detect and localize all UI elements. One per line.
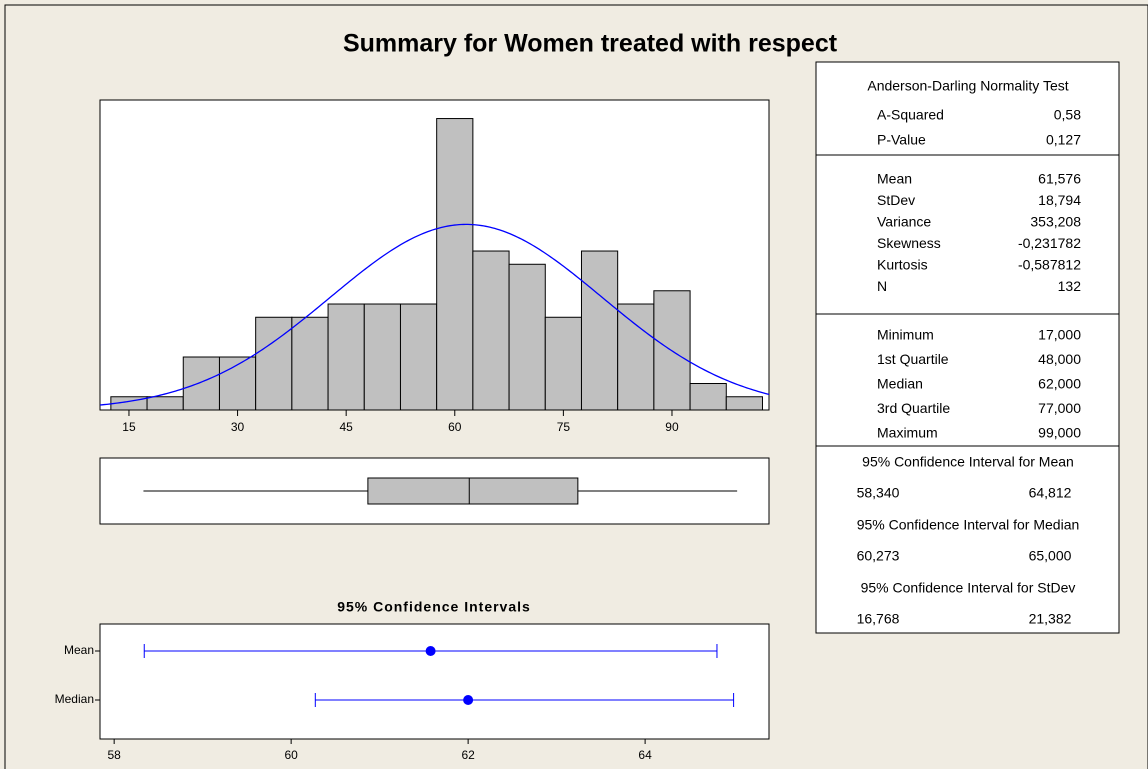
- bar: [291, 316, 329, 411]
- row-value: 99,000: [1038, 425, 1081, 441]
- row-name: Skewness: [877, 235, 941, 251]
- box: [367, 477, 579, 505]
- interval-title: 95% Confidence Intervals: [337, 599, 531, 615]
- bar: [363, 303, 401, 411]
- bar: [689, 383, 727, 411]
- error-bar: [314, 693, 735, 707]
- row-value: 0,58: [1054, 107, 1081, 123]
- row-value: 48,000: [1038, 351, 1081, 367]
- row-name: Median: [877, 376, 923, 392]
- bar: [182, 356, 220, 411]
- row-name: A-Squared: [877, 107, 944, 123]
- section-title: 95% Confidence Interval for Mean: [862, 454, 1074, 470]
- interval-value: 64,812: [1029, 485, 1072, 501]
- row-value: -0,231782: [1018, 235, 1081, 251]
- x-tick-label: 60: [448, 420, 462, 434]
- row-name: 1st Quartile: [877, 351, 949, 367]
- interval-value: 60,273: [857, 548, 900, 564]
- bar: [399, 303, 438, 411]
- row-name: N: [877, 278, 887, 294]
- row-value: -0,587812: [1018, 257, 1081, 273]
- section-title: Anderson-Darling Normality Test: [867, 78, 1068, 94]
- interval-value: 65,000: [1029, 548, 1072, 564]
- x-tick-label: 45: [339, 420, 353, 434]
- y-tick-label: Mean: [64, 643, 94, 657]
- bar: [580, 250, 619, 411]
- x-tick-label: 90: [665, 420, 679, 434]
- section-title: 95% Confidence Interval for Median: [857, 517, 1080, 533]
- bar: [508, 263, 546, 411]
- row-value: 77,000: [1038, 400, 1081, 416]
- x-tick-label: 64: [638, 748, 652, 762]
- row-name: Mean: [877, 171, 912, 187]
- row-name: Maximum: [877, 425, 938, 441]
- point: [463, 695, 474, 705]
- x-tick-label: 62: [461, 748, 475, 762]
- section-title: 95% Confidence Interval for StDev: [861, 580, 1076, 596]
- bar: [146, 396, 184, 411]
- interval-panel: [99, 623, 770, 740]
- bar: [617, 303, 655, 411]
- row-name: Kurtosis: [877, 257, 928, 273]
- row-value: 18,794: [1038, 192, 1081, 208]
- summary-table: [815, 61, 1120, 634]
- bar: [436, 118, 474, 411]
- y-tick-label: Median: [55, 692, 94, 706]
- row-name: Variance: [877, 214, 931, 230]
- row-value: 353,208: [1030, 214, 1081, 230]
- x-tick-label: 75: [557, 420, 571, 434]
- row-value: 62,000: [1038, 376, 1081, 392]
- bar: [255, 316, 293, 411]
- point: [425, 646, 436, 656]
- row-value: 0,127: [1046, 132, 1081, 148]
- x-tick-label: 58: [107, 748, 121, 762]
- row-value: 17,000: [1038, 327, 1081, 343]
- interval-value: 21,382: [1029, 611, 1072, 627]
- interval-value: 16,768: [857, 611, 900, 627]
- row-name: 3rd Quartile: [877, 400, 950, 416]
- bar: [472, 250, 510, 411]
- row-value: 132: [1058, 278, 1082, 294]
- row-name: StDev: [877, 192, 915, 208]
- bar: [544, 316, 582, 411]
- chart-title: Summary for Women treated with respect: [343, 30, 838, 58]
- fit-curve: [99, 223, 770, 406]
- row-value: 61,576: [1038, 171, 1081, 187]
- x-tick-label: 15: [122, 420, 136, 434]
- bar: [725, 396, 763, 411]
- row-name: Minimum: [877, 327, 934, 343]
- interval-value: 58,340: [857, 485, 900, 501]
- row-name: P-Value: [877, 132, 926, 148]
- x-tick-label: 60: [284, 748, 298, 762]
- bar: [327, 303, 365, 411]
- x-tick-label: 30: [231, 420, 245, 434]
